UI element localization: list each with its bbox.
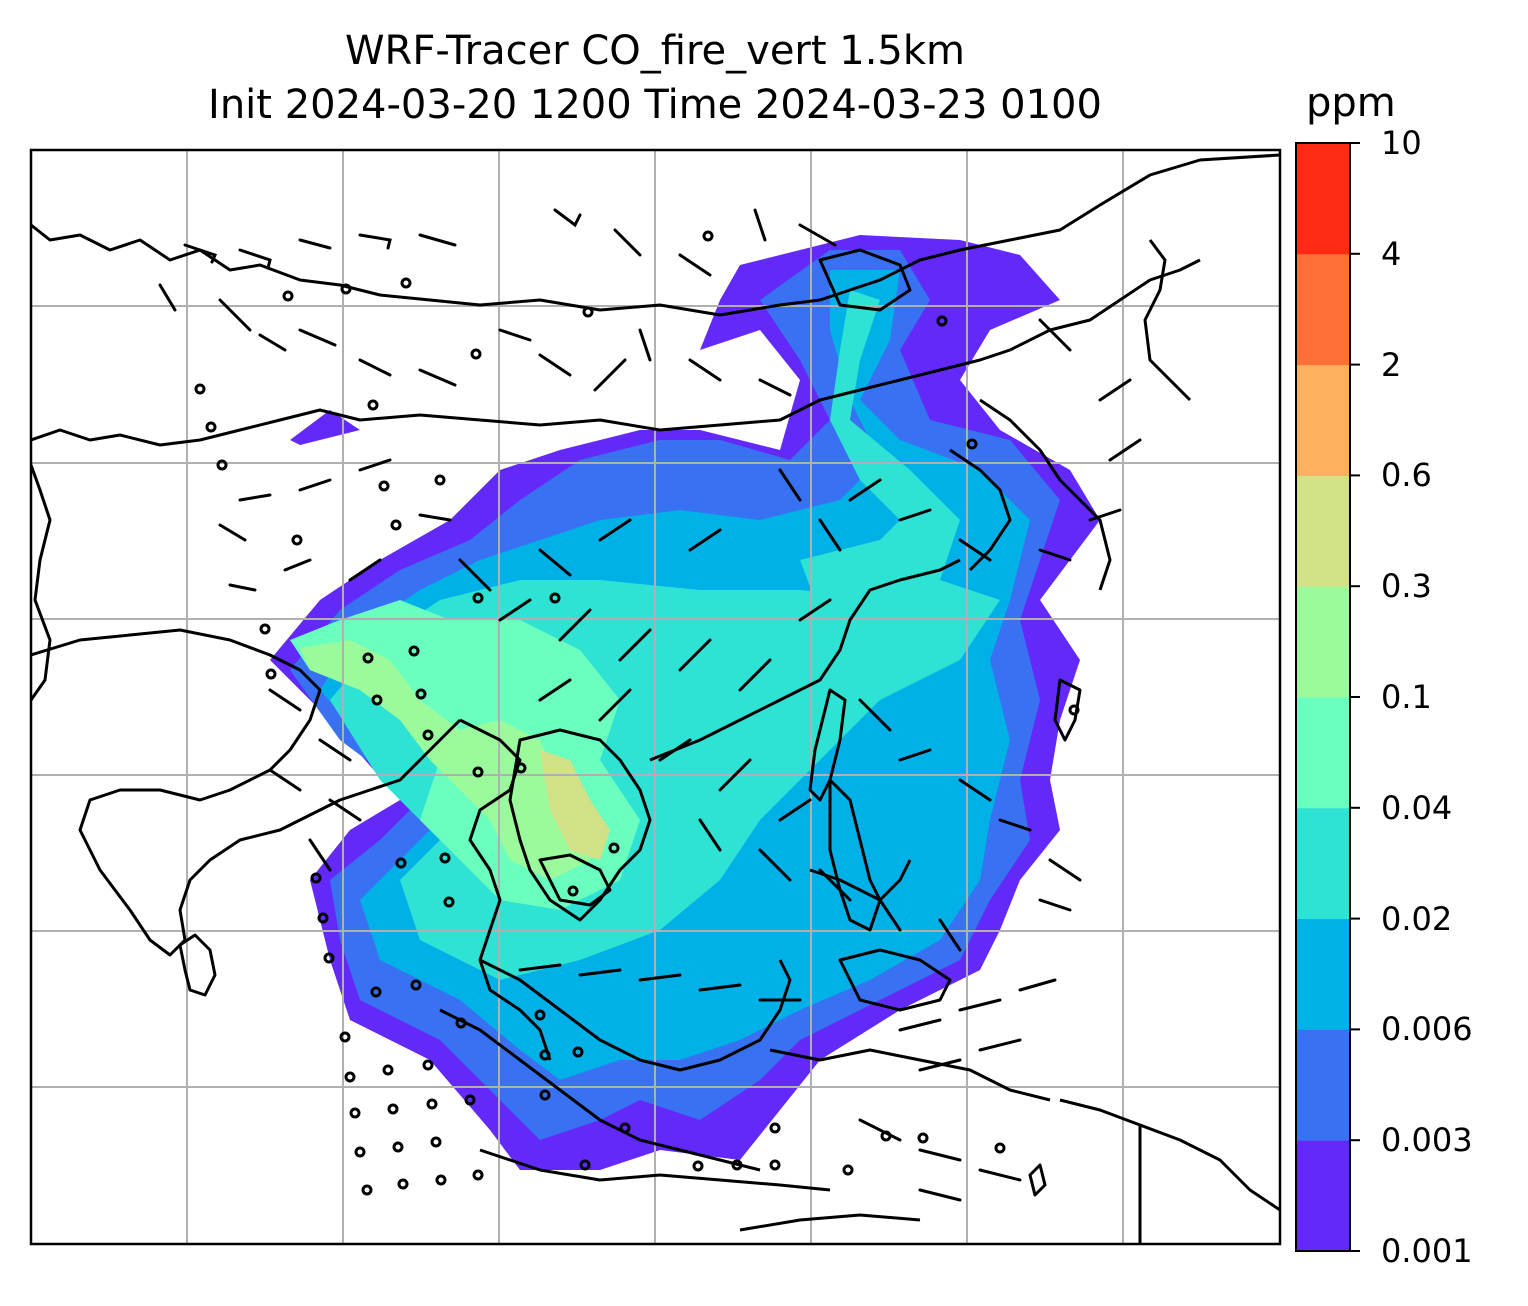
map-frame bbox=[29, 148, 1282, 1246]
colorbar-tick-label: 4 bbox=[1381, 234, 1402, 273]
colorbar-segment-2 bbox=[1296, 918, 1350, 1030]
colorbar-tick-label: 0.3 bbox=[1381, 567, 1432, 606]
colorbar-tick-label: 0.1 bbox=[1381, 678, 1432, 716]
calm-wind-markers bbox=[194, 230, 1080, 1196]
colorbar-unit-label: ppm bbox=[1306, 80, 1396, 126]
field-level-6 bbox=[300, 640, 600, 880]
colorbar-segment-9 bbox=[1296, 143, 1350, 255]
colorbar-tick-label: 0.02 bbox=[1381, 899, 1453, 938]
colorbar-tick-label: 0.006 bbox=[1381, 1010, 1473, 1049]
colorbar-segment-3 bbox=[1296, 807, 1350, 920]
colorbar-segment-1 bbox=[1296, 1029, 1350, 1141]
gridlines bbox=[31, 150, 1280, 1244]
colorbar-segment-8 bbox=[1296, 253, 1350, 366]
colorbar-tick-label: 2 bbox=[1381, 345, 1402, 384]
field-level-7 bbox=[540, 750, 610, 860]
concentration-field bbox=[270, 235, 1100, 1170]
wind-barbs bbox=[158, 208, 1142, 1202]
colorbar-tick-label: 0.6 bbox=[1381, 456, 1432, 495]
colorbar-segment-5 bbox=[1296, 586, 1350, 698]
colorbar-tick-label: 10 bbox=[1381, 124, 1422, 162]
colorbar-tick-label: 0.003 bbox=[1381, 1121, 1473, 1160]
colorbar-tick-label: 0.04 bbox=[1381, 788, 1453, 827]
colorbar-segment-7 bbox=[1296, 364, 1350, 476]
colorbar bbox=[1295, 142, 1360, 1252]
colorbar-segment-0 bbox=[1296, 1140, 1350, 1252]
map-title-line2: Init 2024-03-20 1200 Time 2024-03-23 010… bbox=[208, 82, 1102, 128]
colorbar-segment-4 bbox=[1296, 697, 1350, 809]
colorbar-tick-label: 0.001 bbox=[1381, 1232, 1473, 1270]
colorbar-segment-6 bbox=[1296, 475, 1350, 587]
map-title-line1: WRF-Tracer CO_fire_vert 1.5km bbox=[344, 28, 966, 74]
